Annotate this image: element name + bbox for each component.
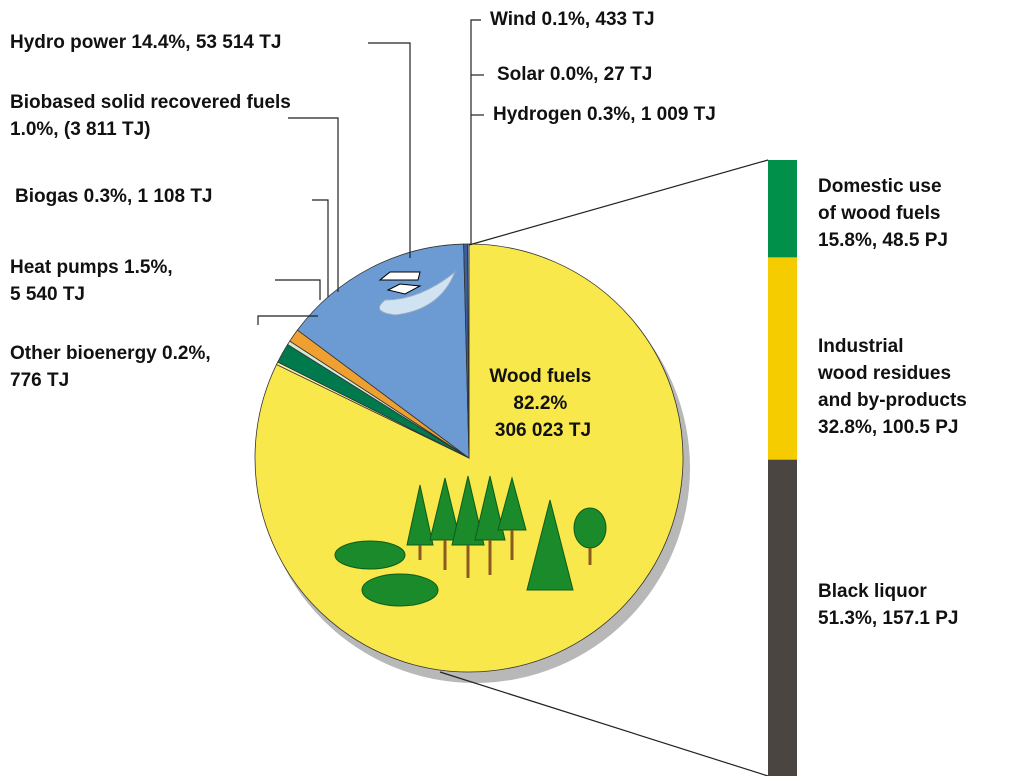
value-label: 0.3%, 1 108 TJ [84, 186, 213, 207]
value-label: 15.8%, 48.5 PJ [818, 230, 948, 251]
label-line: Biobased solid recovered fuels [10, 92, 291, 113]
label-line: Other bioenergy [10, 343, 157, 364]
label-name: Hydro power [10, 32, 127, 53]
value-label: 14.4%, 53 514 TJ [131, 32, 281, 53]
label-line: 0.3%, 1 009 TJ [587, 104, 716, 125]
label-line: Wood fuels [489, 366, 591, 387]
bar-segment [768, 460, 797, 776]
label-name: Hydrogen [493, 104, 582, 125]
slice-label: Wind 0.1%, 433 TJ [490, 9, 655, 30]
label-line: 14.4%, 53 514 TJ [131, 32, 281, 53]
value-label: 1.0%, (3 811 TJ) [10, 119, 150, 140]
label-line: 0.3%, 1 108 TJ [84, 186, 213, 207]
bar-segment [768, 257, 797, 459]
label-name: Domestic use of wood fuels [818, 176, 947, 224]
label-line: 1.5%, [124, 257, 178, 278]
label-name: Industrial wood residues and by-products [817, 336, 967, 411]
label-line: Black liquor [818, 581, 927, 602]
label-line: 51.3%, 157.1 PJ [818, 608, 959, 629]
label-line: 306 023 TJ [495, 420, 591, 441]
label-name: Wind [490, 9, 536, 30]
label-line: 0.1%, 433 TJ [542, 9, 655, 30]
label-name: Heat pumps [10, 257, 119, 278]
pie [255, 244, 683, 672]
label-line: of wood fuels [818, 203, 940, 224]
value-label: 0.1%, 433 TJ [542, 9, 655, 30]
connector-line [440, 672, 768, 776]
label-name: Solar [497, 64, 545, 85]
page: Domestic use of wood fuels 15.8%, 48.5 P… [0, 0, 1017, 776]
slice-label: Hydrogen 0.3%, 1 009 TJ [493, 104, 716, 125]
label-line: Domestic use [818, 176, 947, 197]
label-line: 82.2% [513, 393, 572, 414]
bar-segment [768, 160, 797, 257]
label-name: Wood fuels [489, 366, 591, 387]
label-line: 0.2%, [162, 343, 216, 364]
slice-label: Biogas 0.3%, 1 108 TJ [15, 186, 213, 207]
slice-label: Biobased solid recovered fuels 1.0%, (3 … [10, 92, 296, 140]
label-line: 1.0%, (3 811 TJ) [10, 119, 150, 140]
bar-label: Black liquor 51.3%, 157.1 PJ [818, 581, 959, 629]
slice-label: Other bioenergy 0.2%, 776 TJ [10, 343, 216, 391]
value-label: 0.3%, 1 009 TJ [587, 104, 716, 125]
label-line: 5 540 TJ [10, 284, 85, 305]
label-line: Hydrogen [493, 104, 582, 125]
label-line: Biogas [15, 186, 78, 207]
label-name: Black liquor [818, 581, 927, 602]
label-line: Hydro power [10, 32, 127, 53]
leader-line [288, 118, 338, 292]
breakdown-bar: Domestic use of wood fuels 15.8%, 48.5 P… [768, 160, 972, 776]
label-name: Other bioenergy [10, 343, 157, 364]
chart: Domestic use of wood fuels 15.8%, 48.5 P… [0, 0, 1017, 776]
slice-label: Heat pumps 1.5%, 5 540 TJ [10, 257, 178, 305]
value-label: 0.0%, 27 TJ [550, 64, 652, 85]
value-label: 32.8%, 100.5 PJ [818, 417, 959, 438]
label-name: Biobased solid recovered fuels [10, 92, 291, 113]
bar-label: Industrial wood residues and by-products… [817, 336, 972, 438]
bar-label: Domestic use of wood fuels 15.8%, 48.5 P… [818, 176, 948, 251]
label-line: and by-products [818, 390, 967, 411]
label-line: 776 TJ [10, 370, 69, 391]
label-line: Wind [490, 9, 536, 30]
connector-line [469, 160, 768, 245]
label-line: 15.8%, 48.5 PJ [818, 230, 948, 251]
leader-line [471, 20, 481, 245]
label-line: 0.0%, 27 TJ [550, 64, 652, 85]
label-line: wood residues [817, 363, 956, 384]
leader-line [368, 43, 410, 258]
label-line: 32.8%, 100.5 PJ [818, 417, 959, 438]
label-line: Industrial [818, 336, 909, 357]
label-line: Solar [497, 64, 545, 85]
slice-label: Solar 0.0%, 27 TJ [497, 64, 652, 85]
value-label: 51.3%, 157.1 PJ [818, 608, 959, 629]
slice-label: Hydro power 14.4%, 53 514 TJ [10, 32, 281, 53]
label-name: Biogas [15, 186, 78, 207]
leader-line [275, 280, 320, 300]
label-line: Heat pumps [10, 257, 119, 278]
